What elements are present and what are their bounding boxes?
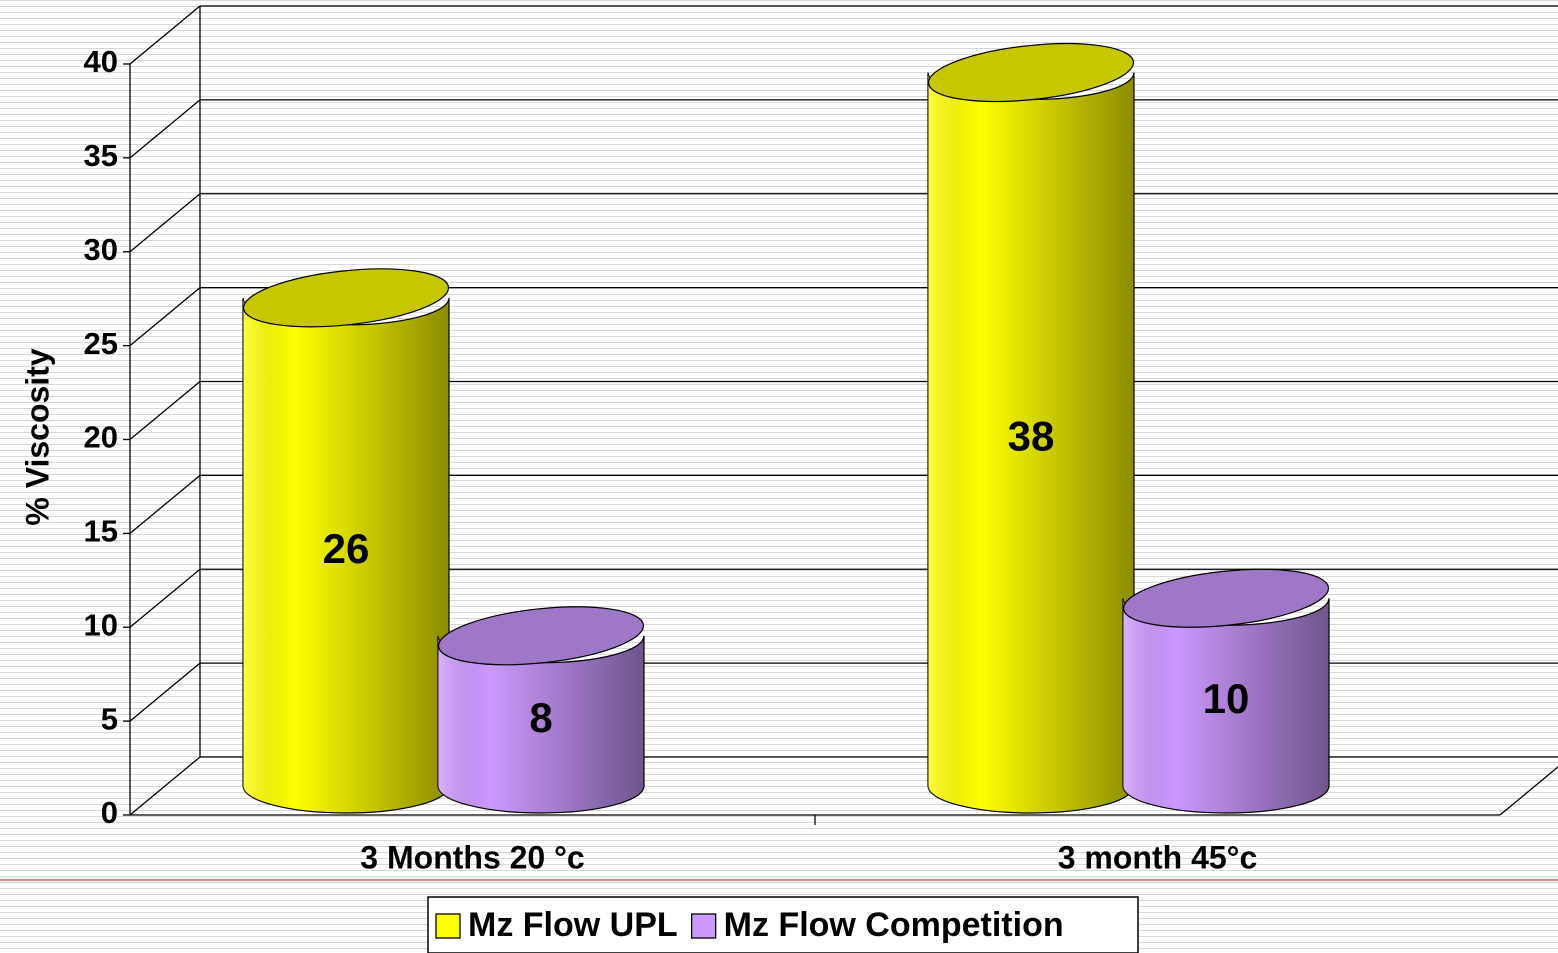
- cylinder-top: [437, 606, 645, 666]
- grid-line: [129, 99, 201, 159]
- cylinder-top-shade: [438, 606, 644, 665]
- grid-line: [129, 662, 201, 722]
- legend-label: Mz Flow Competition: [724, 906, 1064, 944]
- y-axis-label: % Viscosity: [19, 348, 55, 525]
- cylinder-shade: [438, 635, 644, 813]
- grid-line: [129, 474, 201, 534]
- grid-line: [129, 287, 201, 347]
- data-label: 38: [1008, 412, 1055, 459]
- grid-line: [129, 568, 201, 628]
- cylinder-shade: [1123, 598, 1329, 813]
- y-tick-label: 15: [84, 514, 118, 549]
- cylinder-shade: [928, 72, 1134, 814]
- y-tick-label: 30: [84, 232, 118, 267]
- y-tick-label: 0: [101, 795, 118, 830]
- legend-swatch: [435, 913, 461, 939]
- cylinder-top: [1122, 568, 1330, 628]
- y-tick-label: 20: [84, 420, 118, 455]
- data-label: 26: [323, 525, 370, 572]
- legend-swatch: [691, 913, 717, 939]
- cylinder-top: [927, 43, 1135, 103]
- grid-line: [129, 380, 201, 441]
- grid-line: [129, 5, 201, 65]
- data-label: 10: [1203, 675, 1250, 722]
- cylinder-top-shade: [928, 43, 1134, 102]
- y-tick-label: 35: [84, 138, 118, 173]
- x-tick-label: 3 Months 20 °c: [360, 839, 584, 875]
- y-tick-label: 5: [101, 701, 118, 736]
- y-tick-label: 25: [84, 326, 118, 361]
- cylinder-shade: [243, 297, 449, 814]
- cylinder-top: [242, 268, 450, 328]
- grid-line: [129, 193, 201, 253]
- y-tick-label: 40: [84, 44, 118, 79]
- legend: [427, 896, 1139, 953]
- x-tick-label: 3 month 45°c: [1058, 839, 1258, 875]
- data-label: 8: [529, 694, 552, 741]
- y-tick-label: 10: [84, 607, 118, 642]
- floor-right: [1499, 766, 1558, 816]
- cylinder-top-shade: [243, 268, 449, 327]
- grid-line: [129, 756, 201, 816]
- legend-label: Mz Flow UPL: [468, 906, 678, 944]
- cylinder-top-shade: [1123, 569, 1329, 628]
